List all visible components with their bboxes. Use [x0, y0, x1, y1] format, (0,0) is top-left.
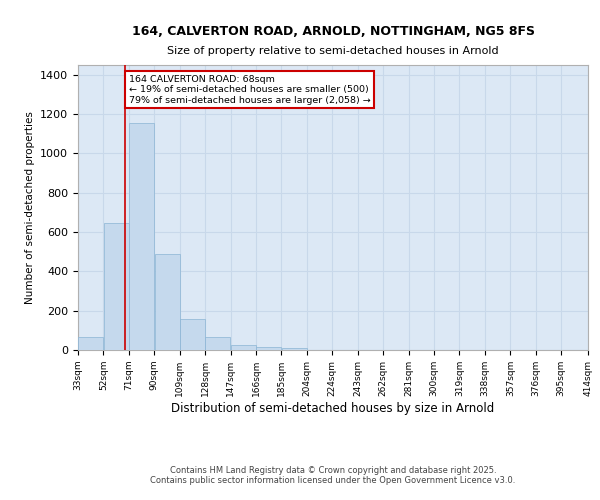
Bar	[129, 123, 154, 350]
Bar	[155, 254, 179, 350]
Bar	[180, 318, 205, 350]
Bar	[78, 337, 103, 350]
Bar	[256, 347, 281, 350]
Y-axis label: Number of semi-detached properties: Number of semi-detached properties	[25, 111, 35, 304]
Text: Contains HM Land Registry data © Crown copyright and database right 2025.
Contai: Contains HM Land Registry data © Crown c…	[151, 466, 515, 485]
X-axis label: Distribution of semi-detached houses by size in Arnold: Distribution of semi-detached houses by …	[172, 402, 494, 414]
Bar	[205, 337, 230, 350]
Bar	[231, 345, 256, 350]
Bar	[281, 348, 307, 350]
Text: 164, CALVERTON ROAD, ARNOLD, NOTTINGHAM, NG5 8FS: 164, CALVERTON ROAD, ARNOLD, NOTTINGHAM,…	[131, 25, 535, 38]
Bar	[104, 223, 128, 350]
Text: 164 CALVERTON ROAD: 68sqm
← 19% of semi-detached houses are smaller (500)
79% of: 164 CALVERTON ROAD: 68sqm ← 19% of semi-…	[129, 75, 371, 104]
Text: Size of property relative to semi-detached houses in Arnold: Size of property relative to semi-detach…	[167, 46, 499, 56]
